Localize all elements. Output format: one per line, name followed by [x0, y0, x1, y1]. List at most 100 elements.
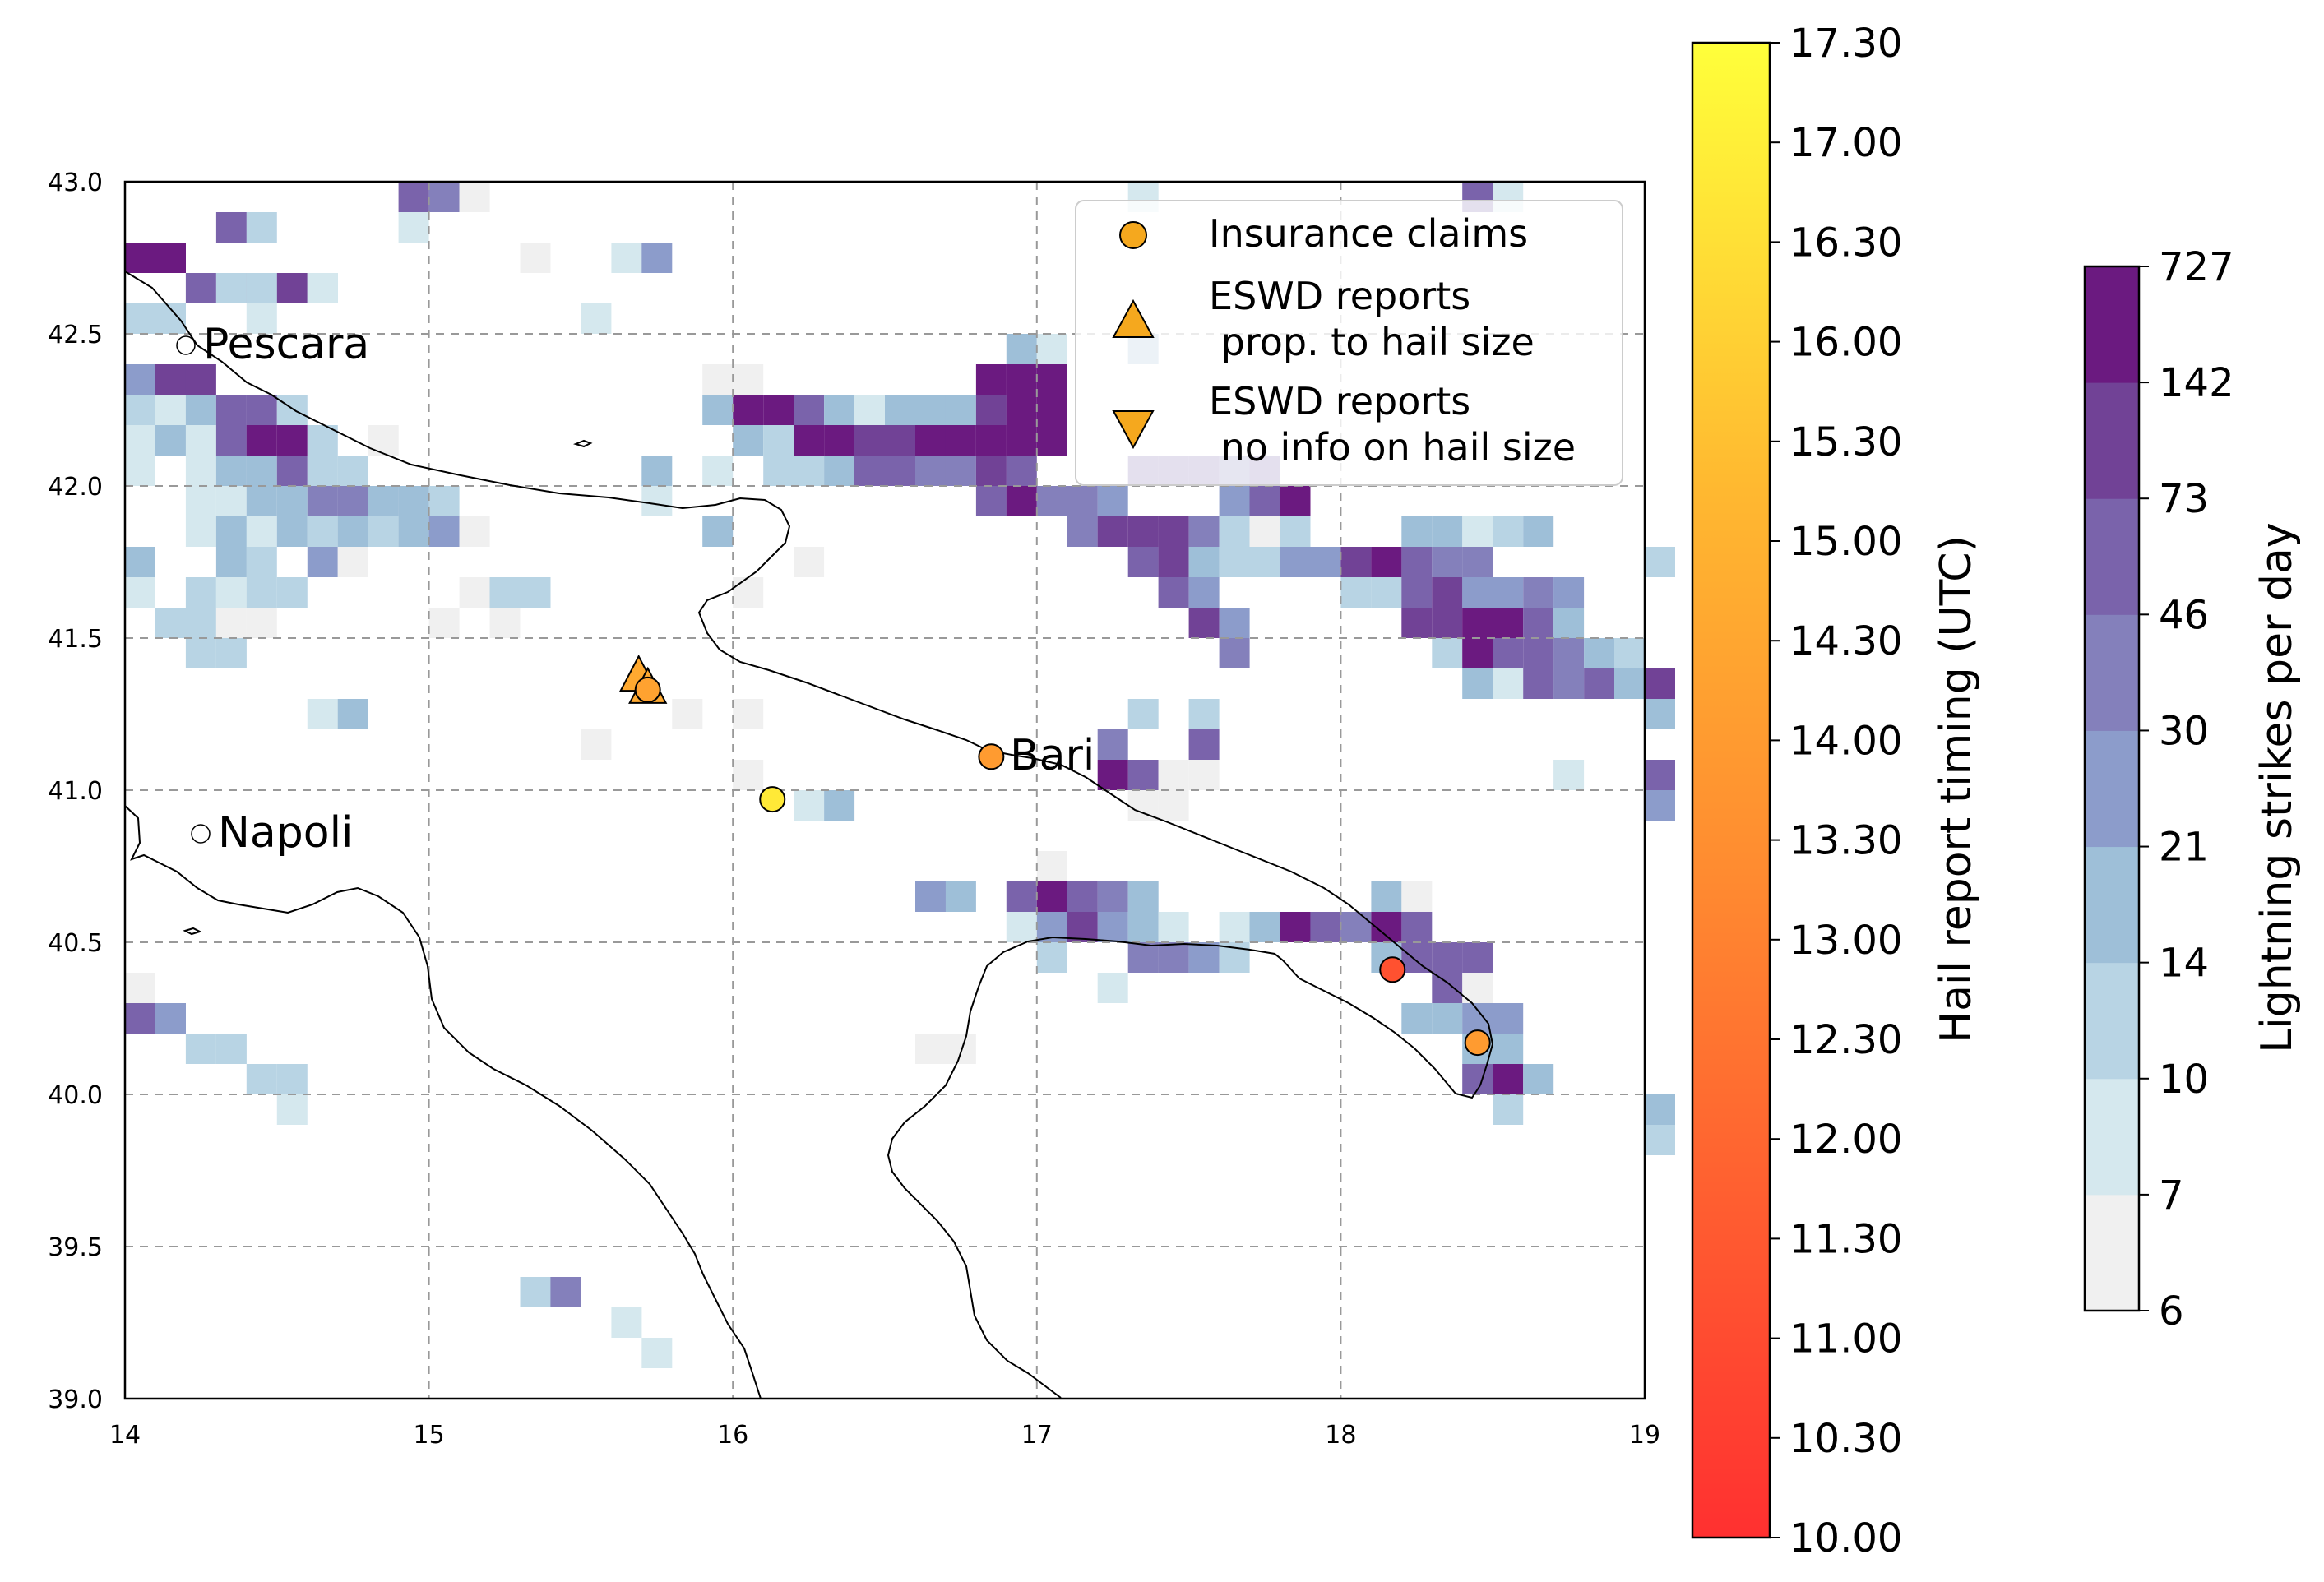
hail-tick-label: 16.30 [1789, 220, 1902, 266]
y-tick-40: 40.0 [48, 1081, 103, 1110]
lightning-cell [1645, 760, 1675, 790]
lightning-cell [1219, 638, 1250, 668]
lightning-tick-label: 7 [2159, 1173, 2184, 1219]
lightning-cell [1006, 486, 1037, 516]
lightning-cell [641, 1338, 673, 1368]
lightning-cell [1036, 334, 1067, 364]
lightning-cell [1219, 608, 1250, 638]
taranto-gulf-coastline [887, 936, 1481, 1399]
insurance-claim-marker [1379, 956, 1406, 983]
lightning-cell [1249, 912, 1280, 942]
lightning-cell [581, 729, 612, 760]
lightning-tick-label: 14 [2159, 941, 2209, 987]
lightning-cell [1280, 486, 1311, 516]
lightning-cell [459, 182, 490, 212]
lightning-cell [398, 182, 429, 212]
lightning-cell [1188, 547, 1220, 577]
lightning-cell [1188, 760, 1220, 790]
lightning-cell [215, 212, 247, 243]
lightning-cell [1127, 760, 1159, 790]
hail-tick-label: 13.30 [1789, 818, 1902, 864]
lightning-cell [215, 273, 247, 303]
lightning-cell [581, 303, 612, 334]
lightning-cell [1371, 577, 1402, 608]
lightning-cell [641, 243, 673, 273]
lightning-cell [1097, 516, 1128, 547]
lightning-cell [489, 608, 521, 638]
hail-markers-layer [618, 654, 1491, 1057]
lightning-cell [1645, 547, 1675, 577]
insurance-claim-marker [978, 743, 1005, 770]
lightning-cell [520, 1277, 551, 1307]
lightning-cell [763, 456, 794, 486]
lightning-cell [1401, 942, 1433, 973]
lightning-colorbar-band [2085, 266, 2139, 383]
lightning-cell [185, 456, 216, 486]
lightning-cell [155, 425, 186, 456]
lightning-cell [915, 1034, 946, 1064]
lightning-cell [1493, 1064, 1524, 1094]
lightning-cells-layer [125, 182, 1675, 1368]
lightning-colorbar-band [2085, 962, 2139, 1080]
lightning-cell [1645, 1125, 1675, 1155]
lightning-cell [1553, 668, 1585, 699]
lightning-cell [1158, 760, 1189, 790]
ischia-island [183, 927, 202, 936]
lightning-cell [1493, 1094, 1524, 1125]
lightning-cell [125, 303, 155, 334]
y-tick-41: 41.0 [48, 777, 103, 806]
lightning-cell [1036, 364, 1067, 395]
tyrrhenian-coastline [124, 805, 762, 1399]
lightning-cell [215, 638, 247, 668]
hail-tick-label: 12.00 [1789, 1117, 1902, 1163]
lightning-cell [1340, 577, 1372, 608]
lightning-cell [215, 547, 247, 577]
lightning-cell [1158, 790, 1189, 821]
lightning-cell [1127, 516, 1159, 547]
lightning-cell [1006, 425, 1037, 456]
lightning-cell [1401, 1003, 1433, 1034]
legend-label-claims: Insurance claims [1209, 211, 1528, 256]
lightning-cell [824, 425, 855, 456]
lightning-cell [368, 516, 399, 547]
y-tick-39: 39.0 [48, 1385, 103, 1414]
lightning-cell [520, 577, 551, 608]
lightning-cell [459, 577, 490, 608]
lightning-cell [1493, 1034, 1524, 1064]
lightning-cell [246, 425, 277, 456]
lightning-cell [1340, 912, 1372, 942]
lightning-tick-label: 727 [2159, 244, 2234, 290]
lightning-cell [1219, 516, 1250, 547]
lightning-cell [975, 456, 1007, 486]
lightning-cell [1401, 912, 1433, 942]
lightning-cell [1067, 516, 1098, 547]
lightning-cell [1036, 486, 1067, 516]
lightning-cell [1462, 516, 1493, 547]
y-tick-43: 43.0 [48, 169, 103, 197]
lightning-cell [1493, 638, 1524, 668]
insurance-claim-marker [1464, 1029, 1491, 1057]
lightning-cell [915, 881, 946, 912]
lightning-colorbar-band [2085, 730, 2139, 848]
lightning-cell [1462, 577, 1493, 608]
lightning-cell [1523, 638, 1554, 668]
lightning-cell [1249, 486, 1280, 516]
insurance-claim-marker [634, 676, 661, 703]
lightning-cell [1432, 1003, 1463, 1034]
lightning-cell [1097, 973, 1128, 1003]
lightning-cell [733, 577, 764, 608]
lightning-cell [1462, 1003, 1493, 1034]
hail-tick-label: 16.00 [1789, 320, 1902, 366]
lightning-cell [1219, 547, 1250, 577]
lightning-cell [945, 456, 976, 486]
lightning-cell [975, 425, 1007, 456]
lightning-cell [1493, 516, 1524, 547]
lightning-cell [125, 547, 155, 577]
lightning-cell [1006, 456, 1037, 486]
lightning-cell [276, 395, 308, 425]
lightning-cell [1097, 912, 1128, 942]
lightning-cell [1523, 516, 1554, 547]
lightning-cell [702, 456, 734, 486]
lightning-cell [155, 395, 186, 425]
